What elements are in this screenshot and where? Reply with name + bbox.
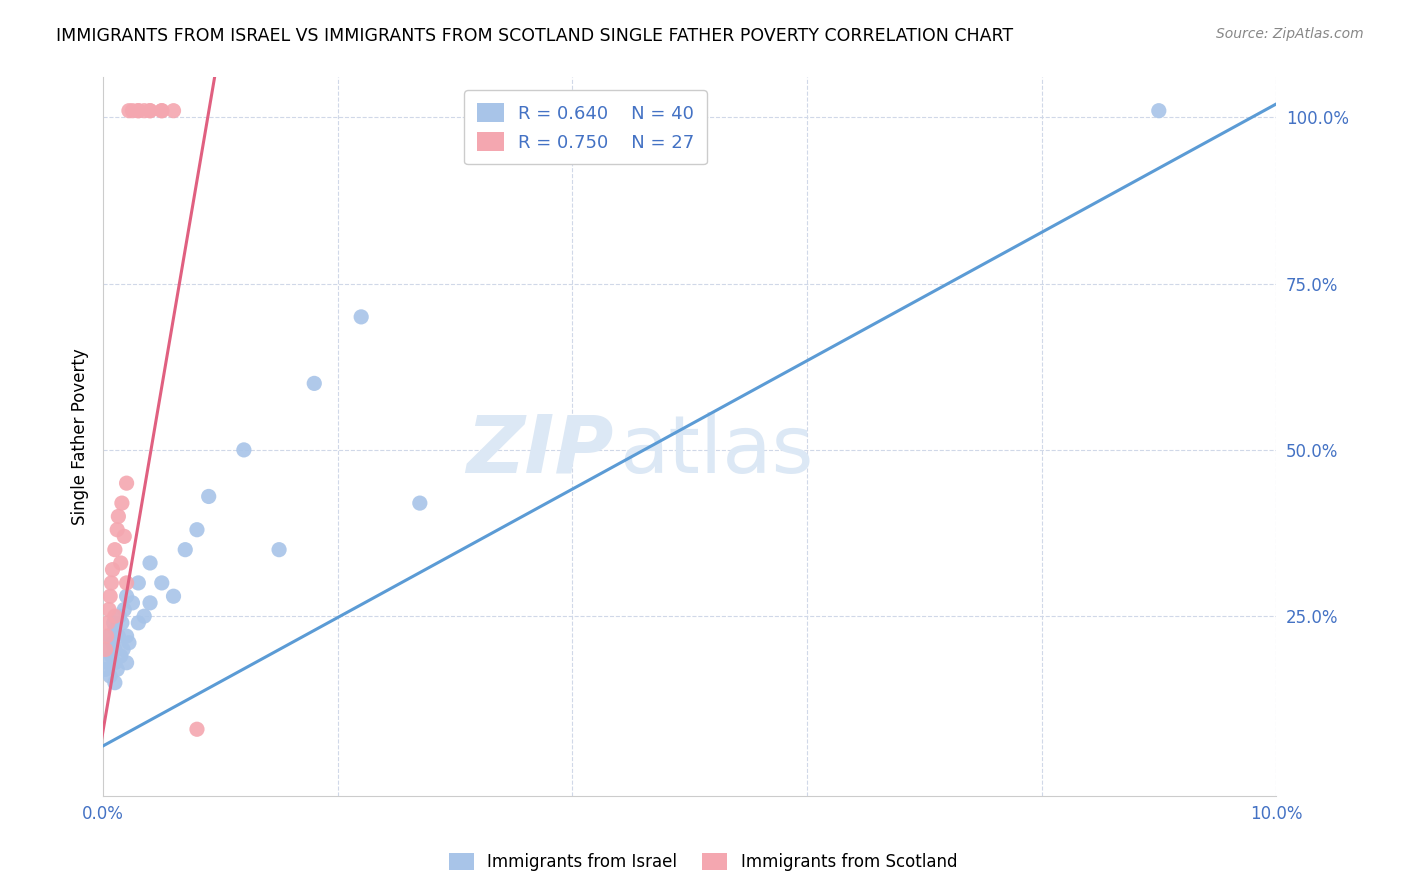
Point	[98, 602, 121, 616]
Point	[162, 589, 184, 603]
Text: ZIP: ZIP	[465, 412, 613, 490]
Point	[115, 589, 138, 603]
Point	[108, 609, 131, 624]
Point	[118, 103, 141, 118]
Point	[162, 103, 184, 118]
Point	[112, 529, 135, 543]
Point	[111, 615, 134, 630]
Point	[98, 629, 121, 643]
Text: Source: ZipAtlas.com: Source: ZipAtlas.com	[1216, 27, 1364, 41]
Point	[150, 103, 173, 118]
Point	[139, 103, 162, 118]
Point	[104, 609, 127, 624]
Point	[112, 602, 135, 616]
Point	[111, 496, 134, 510]
Point	[1147, 103, 1170, 118]
Point	[107, 509, 129, 524]
Point	[150, 576, 173, 591]
Legend: R = 0.640    N = 40, R = 0.750    N = 27: R = 0.640 N = 40, R = 0.750 N = 27	[464, 90, 707, 164]
Point	[110, 556, 132, 570]
Point	[112, 642, 135, 657]
Point	[110, 649, 132, 664]
Point	[94, 642, 117, 657]
Point	[94, 662, 117, 676]
Point	[409, 496, 432, 510]
Point	[267, 542, 290, 557]
Y-axis label: Single Father Poverty: Single Father Poverty	[72, 348, 89, 525]
Point	[100, 576, 122, 591]
Point	[174, 542, 197, 557]
Point	[98, 669, 121, 683]
Point	[115, 576, 138, 591]
Point	[139, 596, 162, 610]
Point	[104, 642, 127, 657]
Point	[139, 103, 162, 118]
Point	[103, 615, 125, 630]
Point	[127, 103, 149, 118]
Point	[115, 629, 138, 643]
Point	[97, 656, 120, 670]
Point	[101, 563, 124, 577]
Point	[186, 723, 208, 737]
Point	[115, 656, 138, 670]
Text: IMMIGRANTS FROM ISRAEL VS IMMIGRANTS FROM SCOTLAND SINGLE FATHER POVERTY CORRELA: IMMIGRANTS FROM ISRAEL VS IMMIGRANTS FRO…	[56, 27, 1014, 45]
Point	[127, 103, 149, 118]
Point	[127, 576, 149, 591]
Point	[150, 103, 173, 118]
Point	[118, 636, 141, 650]
Point	[101, 636, 124, 650]
Point	[304, 376, 326, 391]
Point	[100, 649, 122, 664]
Point	[186, 523, 208, 537]
Point	[105, 662, 128, 676]
Point	[104, 675, 127, 690]
Point	[134, 103, 156, 118]
Text: atlas: atlas	[619, 412, 814, 490]
Point	[197, 490, 219, 504]
Point	[134, 609, 156, 624]
Point	[107, 629, 129, 643]
Point	[104, 623, 127, 637]
Point	[96, 629, 118, 643]
Point	[96, 642, 118, 657]
Point	[121, 596, 143, 610]
Point	[98, 589, 121, 603]
Point	[105, 523, 128, 537]
Point	[104, 542, 127, 557]
Point	[350, 310, 373, 324]
Point	[232, 442, 254, 457]
Point	[139, 556, 162, 570]
Point	[127, 615, 149, 630]
Point	[121, 103, 143, 118]
Legend: Immigrants from Israel, Immigrants from Scotland: Immigrants from Israel, Immigrants from …	[440, 845, 966, 880]
Point	[97, 615, 120, 630]
Point	[115, 476, 138, 491]
Point	[104, 656, 127, 670]
